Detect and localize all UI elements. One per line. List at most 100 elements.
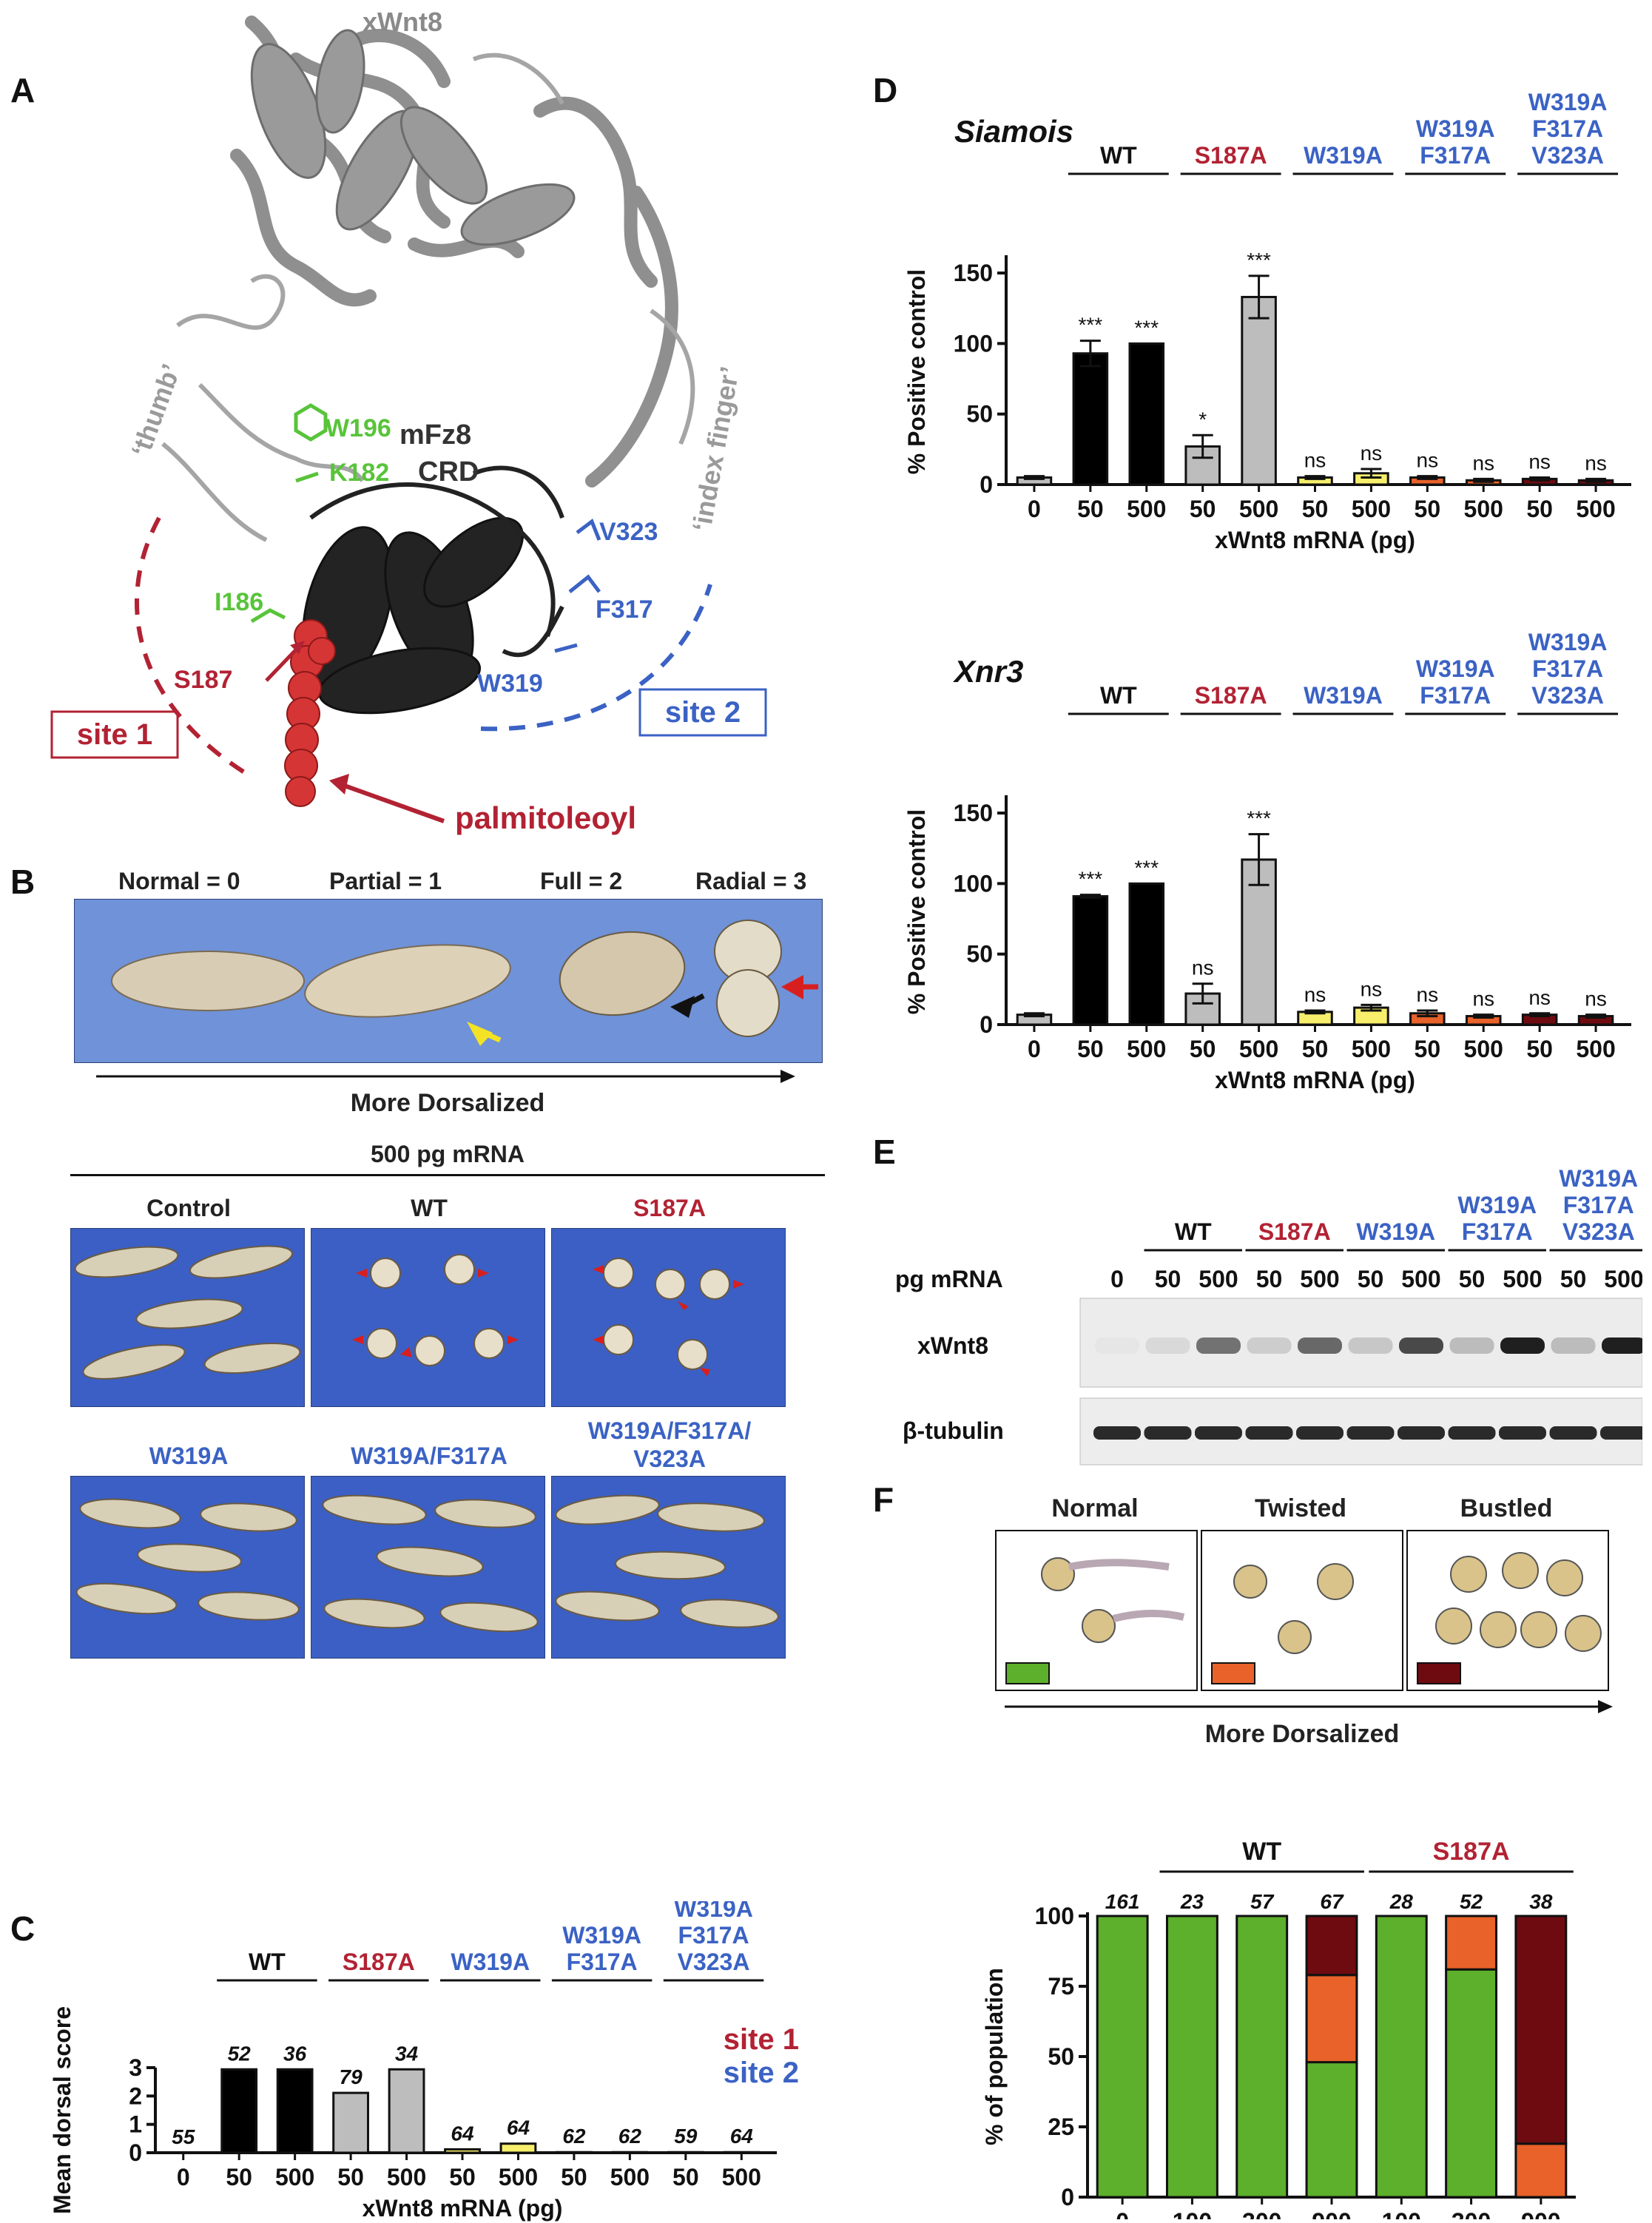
site1-label: site 1 [77, 718, 152, 751]
stacked-bar-segment [1514, 2142, 1568, 2199]
bar [611, 2151, 649, 2154]
significance-label: *** [1134, 856, 1159, 879]
x-tick-label: 500 [1576, 496, 1615, 522]
bar [1241, 295, 1277, 486]
significance-label: *** [1079, 868, 1103, 891]
site1-arc [135, 516, 253, 779]
x-tick-label: 50 [561, 2164, 587, 2190]
color-key-orange [1211, 1662, 1255, 1684]
x-tick-label: 50 [1077, 496, 1104, 522]
bar [1128, 342, 1165, 486]
palmitoleoyl-label: palmitoleoyl [455, 800, 636, 835]
significance-label: * [1198, 408, 1207, 431]
residue-k182: K182 [329, 459, 389, 487]
n-label: 36 [283, 2042, 307, 2065]
y-tick-label: 100 [954, 870, 993, 897]
palmitoleoyl-spheres [284, 619, 336, 807]
x-tick-label: 50 [1077, 1036, 1104, 1062]
stacked-bar-segment [1514, 1915, 1568, 2145]
band-tubulin [1549, 1426, 1597, 1440]
phenotype-twisted-box [1201, 1530, 1403, 1691]
x-tick-label: 500 [1239, 496, 1278, 522]
n-label: 52 [228, 2042, 252, 2065]
blot-group-triple-label: W319A [1559, 1165, 1638, 1192]
dorsalized-arrow-b [96, 1070, 795, 1083]
group-wt-label: WT [1100, 142, 1137, 169]
residue-v323: V323 [599, 518, 658, 546]
bar [1128, 882, 1165, 1026]
phenotype-bustled-box [1406, 1530, 1609, 1691]
significance-label: ns [1361, 977, 1383, 1000]
lane-label: 50 [1256, 1266, 1283, 1292]
photo-control [70, 1228, 305, 1407]
stacked-bar-segment [1445, 1968, 1498, 2199]
stacked-bar-segment [1305, 1974, 1358, 2064]
group-w319a-f317a-label: W319A [562, 1922, 641, 1949]
score-labels: Normal = 0 Partial = 1 Full = 2 Radial =… [74, 868, 814, 897]
chart-title: Xnr3 [953, 654, 1023, 689]
n-label: 62 [618, 2125, 642, 2148]
n-label: 64 [730, 2125, 754, 2148]
lane-label: 500 [1300, 1266, 1339, 1292]
y-axis-label: Mean dorsal score [49, 2006, 75, 2214]
crd-label-1: mFz8 [399, 419, 471, 451]
significance-label: ns [1472, 451, 1494, 474]
panel-letter-b: B [10, 863, 36, 901]
group-s187a-label: S187A [1195, 142, 1267, 169]
lane-label: 500 [1198, 1266, 1238, 1292]
y-tick-label: 2 [129, 2082, 142, 2109]
x-axis-label: xWnt8 mRNA (pg) [1215, 527, 1415, 553]
y-tick-label: 0 [980, 1011, 993, 1038]
group-wt-label: WT [249, 1949, 286, 1975]
bar [332, 2091, 369, 2154]
legend-site2: site 2 [724, 2057, 799, 2089]
photo-w319a-f317a [311, 1476, 545, 1659]
y-axis-label: % of population [981, 1968, 1008, 2145]
x-tick-label: 50 [1190, 1036, 1216, 1062]
lane-label: 0 [1110, 1266, 1124, 1292]
band-label-tubulin: β-tubulin [903, 1417, 1004, 1444]
group-triple-label: F317A [1532, 115, 1603, 142]
x-tick-label: 50 [672, 2164, 699, 2190]
y-tick-label: 100 [1035, 1903, 1074, 1929]
lane-label: 50 [1155, 1266, 1181, 1292]
n-label: 67 [1320, 1890, 1344, 1913]
panel-letter-e: E [873, 1133, 896, 1171]
phenotype-bustled-label: Bustled [1460, 1494, 1553, 1522]
n-label: 161 [1105, 1890, 1140, 1913]
stacked-bar-segment [1096, 1915, 1149, 2199]
band-xwnt8 [1348, 1337, 1393, 1354]
x-tick-label: 50 [1302, 1036, 1329, 1062]
band-xwnt8 [1500, 1337, 1545, 1354]
band-tubulin [1398, 1426, 1445, 1440]
group-header-500pg: 500 pg mRNA [370, 1141, 525, 1167]
band-tubulin [1093, 1426, 1141, 1440]
group-wt-label: WT [1100, 682, 1137, 709]
score-partial: Partial = 1 [329, 868, 442, 894]
band-tubulin [1448, 1426, 1496, 1440]
y-tick-label: 3 [129, 2054, 142, 2081]
n-label: 38 [1529, 1890, 1553, 1913]
significance-label: ns [1472, 988, 1494, 1011]
x-tick-label: 50 [1526, 1036, 1553, 1062]
y-axis-label: % Positive control [903, 809, 930, 1014]
significance-label: ns [1585, 988, 1607, 1011]
group-triple-label: W319A [1528, 629, 1608, 655]
phenotype-twisted-label: Twisted [1254, 1494, 1347, 1522]
chart-d-xnr3: 0 50 100 150 % Positive control 0 50 *** 500 *** 5… [903, 629, 1631, 1093]
x-tick-label: 300 [1452, 2208, 1491, 2219]
x-axis-label: xWnt8 mRNA (pg) [363, 2195, 563, 2222]
x-tick-label: 500 [722, 2164, 761, 2190]
x-tick-label: 100 [1173, 2208, 1212, 2219]
lane-label: 50 [1459, 1266, 1486, 1292]
x-tick-label: 500 [387, 2164, 426, 2190]
n-label: 64 [451, 2122, 474, 2145]
group-triple-label: F317A [678, 1922, 749, 1949]
band-tubulin [1144, 1426, 1192, 1440]
score-radial: Radial = 3 [695, 868, 807, 894]
site1-box [50, 710, 179, 759]
group-w319a-f317a-label: W319A [1416, 655, 1495, 682]
group-label: WT [1242, 1838, 1281, 1866]
y-tick-label: 0 [980, 471, 993, 498]
